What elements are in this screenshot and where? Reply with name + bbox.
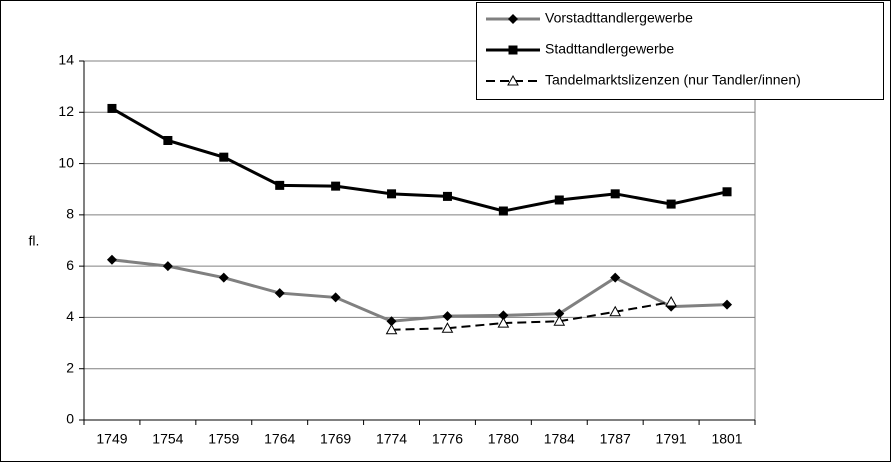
legend-label: Stadttandlergewerbe (545, 41, 674, 57)
data-point (722, 187, 732, 197)
y-tick-label: 14 (58, 52, 74, 68)
y-tick-label: 12 (58, 103, 74, 119)
data-point (106, 254, 117, 265)
x-tick-label: 1764 (264, 431, 295, 447)
data-point (610, 189, 620, 199)
x-tick-label: 1774 (376, 431, 407, 447)
y-tick-label: 4 (66, 308, 74, 324)
y-tick-label: 0 (66, 411, 74, 427)
data-point (665, 296, 677, 307)
data-point (722, 299, 733, 310)
series-line (111, 107, 728, 213)
data-point (163, 135, 173, 145)
data-point (387, 189, 397, 199)
legend-marker (507, 74, 519, 86)
data-point (385, 323, 398, 335)
data-point (330, 292, 341, 303)
data-point (609, 305, 622, 317)
y-axis-label: fl. (29, 233, 40, 249)
y-tick-label: 6 (66, 257, 74, 273)
legend: Vorstadttandlergewerbe Stadttandlergewerb… (476, 2, 884, 100)
x-tick-label: 1787 (600, 431, 631, 447)
data-point (218, 272, 229, 283)
x-tick-label: 1780 (488, 431, 519, 447)
x-tick-label: 1754 (152, 431, 183, 447)
y-tick-label: 10 (58, 154, 74, 170)
data-point (441, 322, 454, 333)
series-line (111, 258, 728, 323)
legend-marker (508, 14, 518, 24)
x-tick-label: 1776 (432, 431, 463, 447)
data-point (497, 317, 510, 328)
legend-label: Vorstadttandlergewerbe (545, 10, 693, 26)
x-tick-label: 1769 (320, 431, 351, 447)
data-point (554, 195, 564, 205)
y-tick-label: 8 (66, 206, 74, 222)
series-line (391, 301, 672, 331)
x-tick-label: 1759 (208, 431, 239, 447)
data-point (442, 191, 452, 201)
data-point (331, 181, 341, 191)
data-point (498, 310, 509, 321)
y-tick-label: 2 (66, 359, 74, 375)
data-point (442, 311, 453, 322)
data-point (219, 152, 229, 162)
data-point (610, 272, 621, 283)
legend-box (476, 2, 884, 100)
legend-label: Tandelmarktslizenzen (nur Tandler/innen) (545, 72, 801, 88)
x-tick-label: 1749 (96, 431, 127, 447)
legend-marker (508, 45, 518, 55)
data-point (107, 103, 117, 113)
data-point (553, 315, 566, 326)
data-point (666, 199, 676, 209)
data-point (162, 261, 173, 272)
x-tick-label: 1801 (711, 431, 742, 447)
data-point (554, 308, 565, 319)
data-point (498, 206, 508, 216)
data-point (275, 180, 285, 190)
data-point (274, 288, 285, 299)
x-tick-label: 1791 (656, 431, 687, 447)
x-tick-label: 1784 (544, 431, 575, 447)
data-point (386, 316, 397, 327)
